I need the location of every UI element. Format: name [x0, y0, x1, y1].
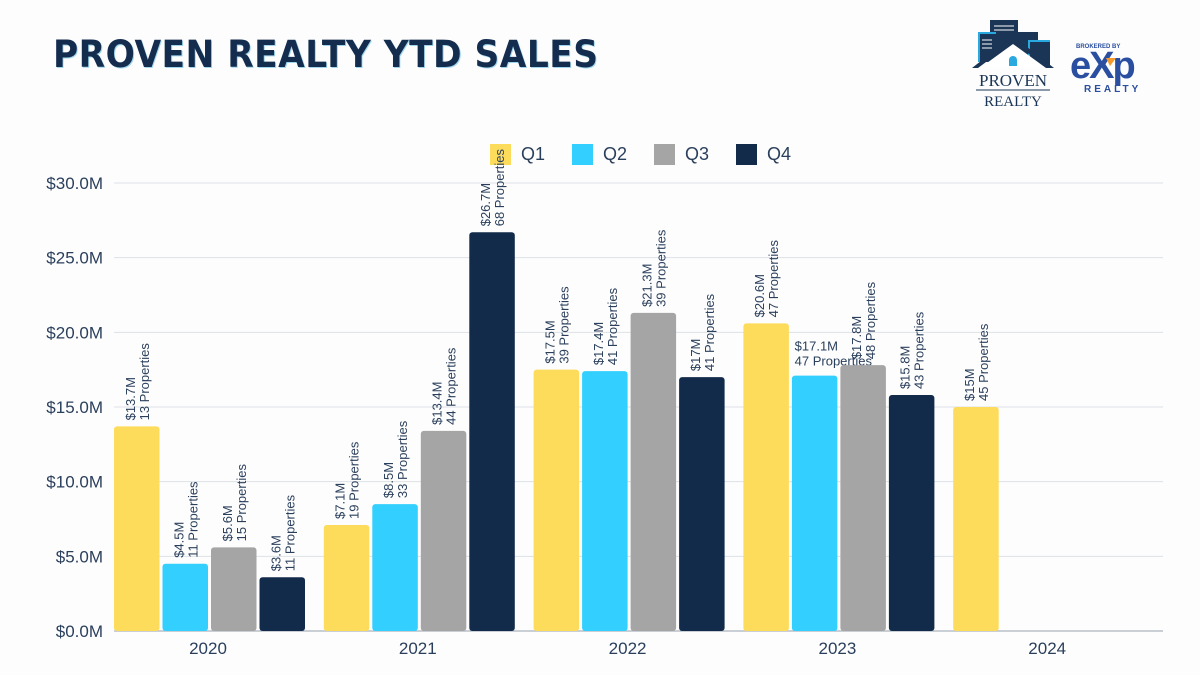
data-label-properties: 43 Properties	[912, 311, 927, 389]
legend-label-q3: Q3	[685, 144, 710, 164]
legend-swatch-q2	[572, 144, 594, 165]
data-label-properties: 44 Properties	[444, 347, 459, 425]
data-label-properties: 11 Properties	[282, 494, 297, 571]
data-label-properties: 45 Properties	[976, 323, 991, 401]
data-label-properties: 48 Properties	[863, 281, 878, 359]
data-label-value: $13.4M	[430, 382, 445, 425]
legend-label-q1: Q1	[521, 144, 546, 164]
legend-item-q1: Q1	[490, 144, 545, 165]
chart-legend: Q1 Q2 Q3 Q4	[490, 144, 791, 165]
legend-swatch-q4	[736, 144, 758, 165]
x-tick-label: 2022	[609, 639, 647, 658]
legend-swatch-q1	[490, 144, 511, 165]
data-label-value: $15.8M	[898, 346, 913, 389]
legend-swatch-q3	[654, 144, 676, 165]
legend-item-q4: Q4	[736, 144, 791, 165]
bar-q1-2022	[533, 369, 580, 631]
bar-q1-2020	[114, 426, 160, 631]
y-tick-label: $5.0M	[56, 547, 103, 566]
data-label-properties: 39 Properties	[653, 229, 668, 307]
exp-realty-logo: BROKERED BY eXp REALTY	[1070, 44, 1141, 95]
x-tick-label: 2023	[818, 639, 856, 658]
data-label-value: $4.5M	[171, 522, 186, 558]
bar-q1-2023	[743, 323, 789, 631]
proven-realty-logo: PROVEN REALTY	[972, 20, 1054, 110]
data-label-value: $5.6M	[220, 505, 235, 541]
y-tick-label: $10.0M	[46, 473, 103, 492]
bar-q3-2022	[630, 312, 677, 631]
bar-q3-2020	[211, 547, 257, 631]
y-tick-label: $20.0M	[46, 323, 103, 342]
data-label-properties: 41 Properties	[605, 287, 620, 365]
logo-exp-word: eXp	[1070, 45, 1134, 87]
logo-exp-realty: REALTY	[1084, 84, 1141, 95]
legend-item-q2: Q2	[572, 144, 627, 165]
buildings-icon	[972, 20, 1054, 68]
bar-q3-2021	[420, 430, 467, 631]
logo-proven-word: PROVEN	[979, 71, 1047, 90]
data-label-properties: 41 Properties	[702, 293, 717, 371]
data-label-properties: 11 Properties	[185, 481, 200, 558]
bar-q3-2023	[840, 365, 886, 631]
data-label-value: $26.7M	[478, 183, 493, 226]
data-label-properties: 33 Properties	[395, 420, 410, 498]
data-label-value: $20.6M	[752, 274, 767, 317]
legend-label-q2: Q2	[603, 144, 628, 164]
x-tick-label: 2021	[399, 639, 437, 658]
y-tick-label: $15.0M	[46, 398, 103, 417]
logo-realty-word: REALTY	[984, 94, 1042, 110]
data-label-value: $7.1M	[333, 483, 348, 519]
y-tick-label: $30.0M	[46, 174, 103, 193]
data-label-value: $17M	[688, 339, 703, 372]
data-label-properties: 39 Properties	[556, 286, 571, 364]
data-label-value: $17.4M	[591, 322, 606, 365]
bar-q2-2021	[372, 504, 418, 631]
data-label-value: $17.8M	[849, 316, 864, 359]
data-label-value: $17.1M	[795, 339, 838, 354]
data-label-properties: 47 Properties	[766, 240, 781, 318]
bar-q4-2020	[259, 577, 305, 631]
y-tick-label: $25.0M	[46, 249, 103, 268]
legend-item-q3: Q3	[654, 144, 709, 165]
x-tick-label: 2024	[1028, 639, 1066, 658]
data-label-value: $15M	[962, 368, 977, 401]
data-label-properties: 47 Properties	[795, 354, 873, 369]
legend-label-q4: Q4	[767, 144, 792, 164]
data-label-properties: 19 Properties	[347, 441, 362, 519]
bar-q4-2023	[888, 395, 935, 631]
bar-q2-2022	[582, 371, 628, 631]
bar-q1-2021	[323, 524, 370, 631]
data-label-properties: 13 Properties	[137, 343, 152, 421]
data-label-properties: 15 Properties	[234, 464, 249, 542]
bar-q2-2020	[162, 563, 208, 631]
data-label-value: $21.3M	[639, 264, 654, 307]
data-label-properties: 68 Properties	[492, 148, 507, 226]
y-tick-label: $0.0M	[56, 622, 103, 641]
bar-q4-2022	[679, 377, 725, 631]
x-tick-label: 2020	[189, 639, 227, 658]
exp-accent-icon	[1106, 58, 1116, 66]
page-title: PROVEN REALTY YTD SALES	[53, 33, 599, 76]
data-label-value: $3.6M	[268, 535, 283, 571]
bar-q4-2021	[469, 232, 515, 631]
logo-brokered-by: BROKERED BY	[1076, 44, 1120, 50]
bar-q1-2024	[953, 407, 999, 631]
data-label-value: $17.5M	[542, 320, 557, 363]
data-label-value: $13.7M	[123, 377, 138, 420]
bar-q2-2023	[791, 375, 838, 631]
data-label-value: $8.5M	[381, 462, 396, 498]
